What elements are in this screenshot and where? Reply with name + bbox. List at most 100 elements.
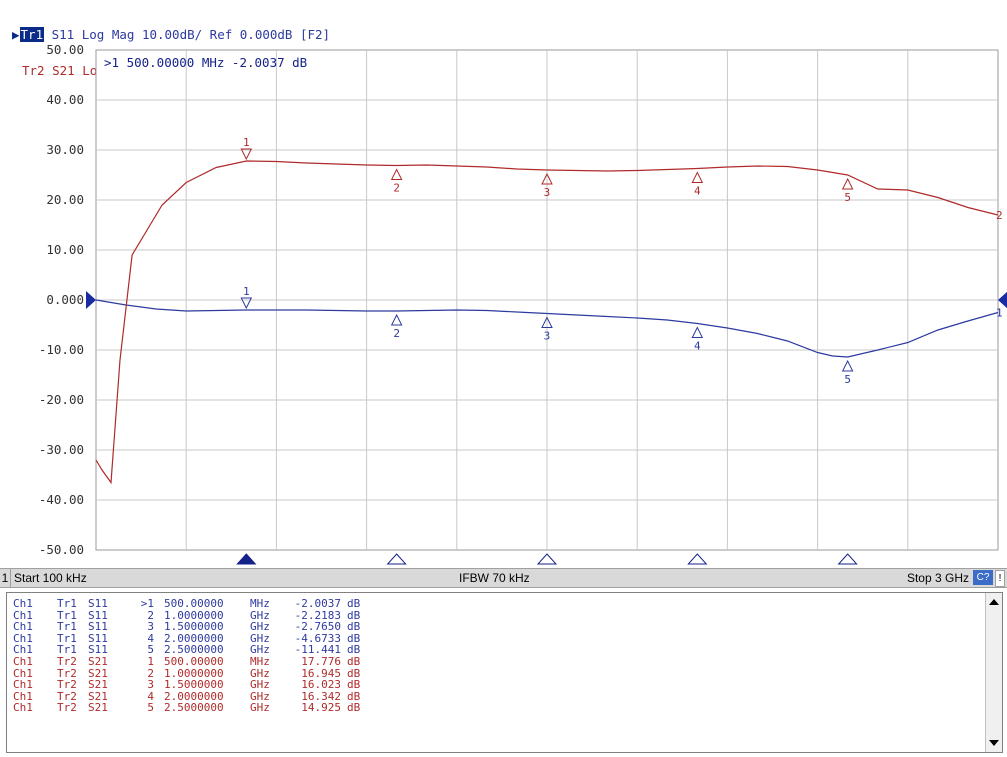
cell-param: S21 (88, 678, 108, 692)
warning-indicator[interactable]: ! (995, 570, 1005, 587)
channel-number[interactable]: 1 (0, 569, 11, 587)
table-row: Ch1 Tr2 S21 4 2.0000000 GHz 16.342 dB (13, 691, 360, 703)
y-tick-label: -20.00 (39, 392, 84, 407)
cell-val: 14.925 (301, 701, 341, 715)
cell-mk: 3 (147, 678, 154, 692)
cell-unit: GHz (250, 631, 270, 645)
plot-grid (95, 49, 999, 551)
cell-val: 16.342 (301, 689, 341, 703)
stimulus-marker-icon (536, 553, 558, 565)
calibration-status-button[interactable]: C? (973, 570, 993, 585)
trace-end-label: 2 (996, 209, 1003, 222)
stimulus-marker-icon (386, 553, 407, 565)
cell-freq: 1.0000000 (164, 666, 224, 680)
cell-freq: 1.5000000 (164, 678, 224, 692)
trace-1-line (95, 299, 999, 358)
stimulus-marker-icon (837, 553, 858, 565)
cell-ch: Ch1 (13, 654, 33, 668)
markers: 1 2 3 4 5 1 2 3 4 5 (240, 136, 854, 386)
cell-vunit: dB (347, 631, 361, 645)
cell-ch: Ch1 (13, 643, 33, 657)
ifbw-setting[interactable]: IFBW 70 kHz (459, 571, 530, 585)
cell-vunit: dB (347, 666, 361, 680)
cell-unit: GHz (250, 678, 270, 692)
cell-tr: Tr1 (57, 631, 77, 645)
cell-vunit: dB (347, 620, 361, 634)
marker-label: 1 (243, 136, 250, 149)
active-marker-readout: >1 500.00000 MHz -2.0037 dB (104, 55, 307, 70)
cell-param: S11 (88, 608, 108, 622)
cell-mk: 2 (147, 608, 154, 622)
marker-label: 2 (393, 327, 400, 340)
cell-freq: 2.5000000 (164, 643, 224, 657)
table-row: Ch1 Tr1 S11 3 1.5000000 GHz -2.7650 dB (13, 621, 360, 633)
table-row: Ch1 Tr2 S21 1 500.00000 MHz 17.776 dB (13, 656, 360, 668)
ref-level-right-icon (998, 291, 1007, 309)
cell-unit: GHz (250, 701, 270, 715)
cell-tr: Tr1 (57, 643, 77, 657)
marker-table: Ch1 Tr1 S11 >1 500.00000 MHz -2.0037 dB Ch1 Tr1 S1… (6, 592, 1003, 753)
cell-ch: Ch1 (13, 608, 33, 622)
marker-label: 5 (844, 373, 851, 386)
cell-val: 16.945 (301, 666, 341, 680)
cell-ch: Ch1 (13, 620, 33, 634)
y-tick-labels: 50.00 40.00 30.00 20.00 10.00 0.000 -10.00 -20.… (39, 42, 84, 557)
ref-level-left-icon (86, 291, 96, 309)
cell-unit: GHz (250, 643, 270, 657)
cell-tr: Tr2 (57, 678, 77, 692)
scroll-down-icon[interactable] (989, 740, 999, 746)
cell-val: -2.2183 (294, 608, 341, 622)
trace1-badge[interactable]: Tr1 (19, 27, 45, 42)
trace-end-label: 1 (996, 307, 1003, 320)
cell-param: S21 (88, 654, 108, 668)
vna-plot[interactable]: 50.00 40.00 30.00 20.00 10.00 0.000 -10.00 -20.… (0, 0, 1007, 568)
y-tick-label: 40.00 (46, 92, 84, 107)
marker-label: 5 (844, 191, 851, 204)
cell-tr: Tr2 (57, 654, 77, 668)
marker-rows: Ch1 Tr1 S11 >1 500.00000 MHz -2.0037 dB Ch1 Tr1 S1… (13, 598, 360, 714)
cell-mk: 3 (147, 620, 154, 634)
marker-label: 3 (544, 186, 551, 199)
cell-freq: 2.0000000 (164, 689, 224, 703)
cell-val: -11.441 (294, 643, 341, 657)
table-row: Ch1 Tr1 S11 >1 500.00000 MHz -2.0037 dB (13, 598, 360, 610)
table-row: Ch1 Tr1 S11 4 2.0000000 GHz -4.6733 dB (13, 633, 360, 645)
table-scrollbar[interactable] (985, 593, 1002, 752)
trace1-header[interactable]: ▶Tr1 S11 Log Mag 10.00dB/ Ref 0.000dB [F… (12, 27, 331, 42)
cell-param: S21 (88, 701, 108, 715)
cell-mk: 5 (147, 643, 154, 657)
marker-pointer (841, 359, 854, 372)
cell-freq: 2.0000000 (164, 631, 224, 645)
start-frequency[interactable]: Start 100 kHz (14, 571, 87, 585)
cell-val: 16.023 (301, 678, 341, 692)
stop-frequency[interactable]: Stop 3 GHz (906, 571, 969, 585)
cell-unit: MHz (250, 597, 270, 610)
marker-pointer (390, 313, 403, 326)
cell-tr: Tr1 (57, 608, 77, 622)
table-row: Ch1 Tr1 S11 2 1.0000000 GHz -2.2183 dB (13, 608, 360, 622)
scroll-up-icon[interactable] (989, 599, 999, 605)
marker-label: 4 (694, 185, 701, 198)
cell-mk: 4 (147, 689, 154, 703)
cell-unit: MHz (250, 654, 270, 668)
traces: 12 (86, 160, 1007, 485)
marker-pointer (841, 177, 854, 190)
active-stimulus-marker-icon (236, 553, 257, 565)
cell-param: S11 (88, 631, 108, 645)
cell-mk: >1 (140, 597, 154, 610)
trace-2-line (95, 160, 999, 485)
cell-unit: GHz (250, 666, 270, 680)
cell-tr: Tr1 (57, 620, 77, 634)
cell-vunit: dB (347, 654, 361, 668)
cell-param: S11 (88, 643, 108, 657)
marker-pointer (541, 172, 553, 185)
cell-val: -2.7650 (294, 620, 341, 634)
cell-mk: 5 (147, 701, 154, 715)
y-tick-label: 20.00 (46, 192, 84, 207)
cell-freq: 1.5000000 (164, 620, 224, 634)
cell-param: S11 (88, 597, 108, 610)
marker-label: 2 (393, 182, 400, 195)
cell-unit: GHz (250, 620, 270, 634)
cell-param: S21 (88, 689, 108, 703)
y-tick-label: -50.00 (39, 542, 84, 557)
